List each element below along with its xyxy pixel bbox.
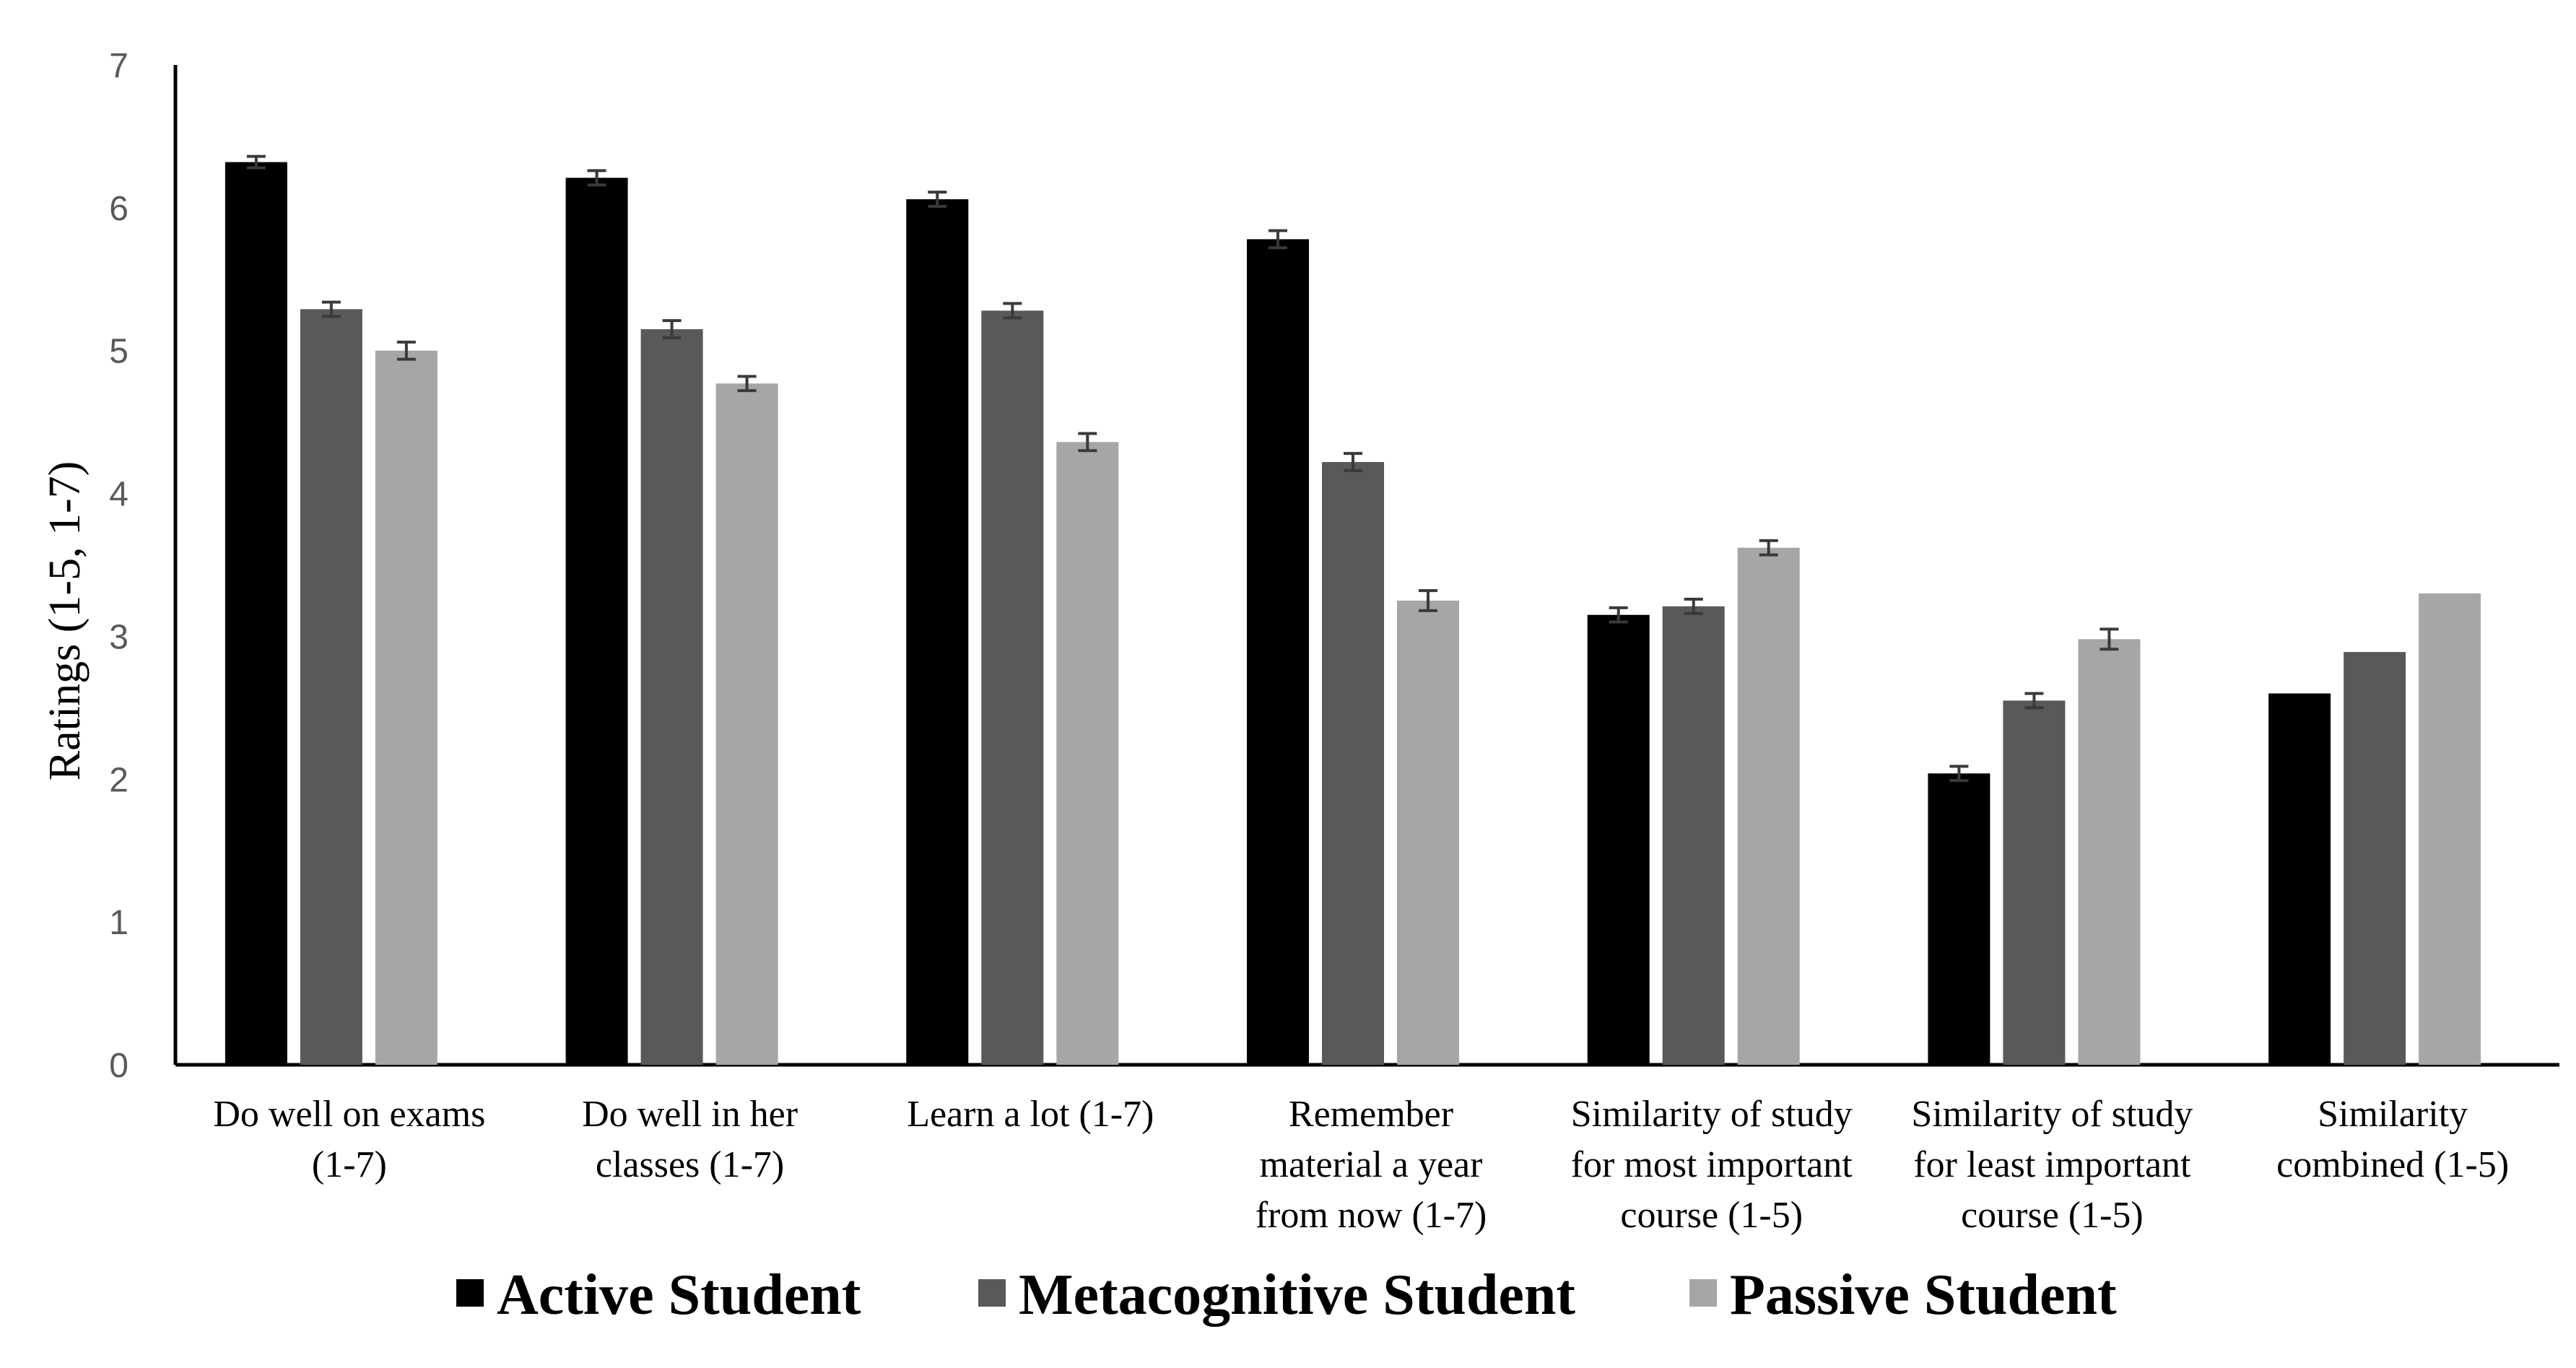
legend-swatch (1689, 1279, 1717, 1307)
legend-swatch (456, 1279, 484, 1307)
y-tick-label: 2 (109, 761, 129, 799)
category-labels: Do well on exams (1-7) Do well in her class… (213, 1094, 2509, 1236)
y-tick-label: 7 (109, 47, 129, 85)
bar (2268, 693, 2331, 1065)
bar (1737, 547, 1800, 1065)
legend: Active Student Metacognitive Student Passi… (456, 1263, 2117, 1327)
x-tick-label: Similarity of study for least important co… (1911, 1094, 2193, 1236)
bar (640, 329, 703, 1065)
bar (2344, 652, 2406, 1065)
error-bars (246, 154, 2119, 783)
legend-label: Active Student (497, 1263, 861, 1327)
x-tick-label: Learn a lot (1-7) (907, 1094, 1154, 1135)
bar (1397, 600, 1459, 1065)
y-tick-label: 3 (109, 618, 129, 656)
bar (375, 350, 438, 1065)
x-tick-label: Remember material a year from now (1-7) (1256, 1094, 1487, 1236)
bar (225, 162, 287, 1066)
bar (565, 178, 628, 1066)
y-tick-label: 5 (109, 333, 129, 371)
x-tick-label: Similarity of study for most important cou… (1571, 1094, 1853, 1236)
x-tick-label: Similarity combined (1-5) (2276, 1094, 2509, 1185)
legend-label: Metacognitive Student (1019, 1263, 1575, 1327)
y-tick-label: 1 (109, 904, 129, 942)
x-tick-label: Do well in her classes (1-7) (582, 1094, 798, 1185)
bar (1662, 606, 1725, 1065)
y-axis-label: Ratings (1-5, 1-7) (40, 461, 90, 781)
bar (300, 309, 362, 1066)
bar (1587, 614, 1650, 1065)
bar (715, 383, 778, 1065)
y-tick-label: 4 (109, 476, 129, 514)
bar (1928, 773, 1990, 1065)
y-tick-label: 0 (109, 1047, 129, 1085)
y-tick-label: 6 (109, 190, 129, 228)
bar (2078, 639, 2141, 1065)
bar (981, 310, 1044, 1065)
bar (906, 199, 969, 1065)
legend-label: Passive Student (1730, 1263, 2117, 1327)
x-tick-label: Do well on exams (1-7) (213, 1094, 485, 1185)
bar (2003, 700, 2066, 1065)
legend-swatch (978, 1279, 1006, 1307)
bar (1247, 239, 1309, 1065)
bar (1322, 462, 1384, 1065)
bar (2419, 593, 2481, 1065)
bar (1056, 442, 1119, 1065)
y-tick-labels: 0 1 2 3 4 5 6 7 (109, 47, 129, 1085)
bars (225, 162, 2481, 1066)
